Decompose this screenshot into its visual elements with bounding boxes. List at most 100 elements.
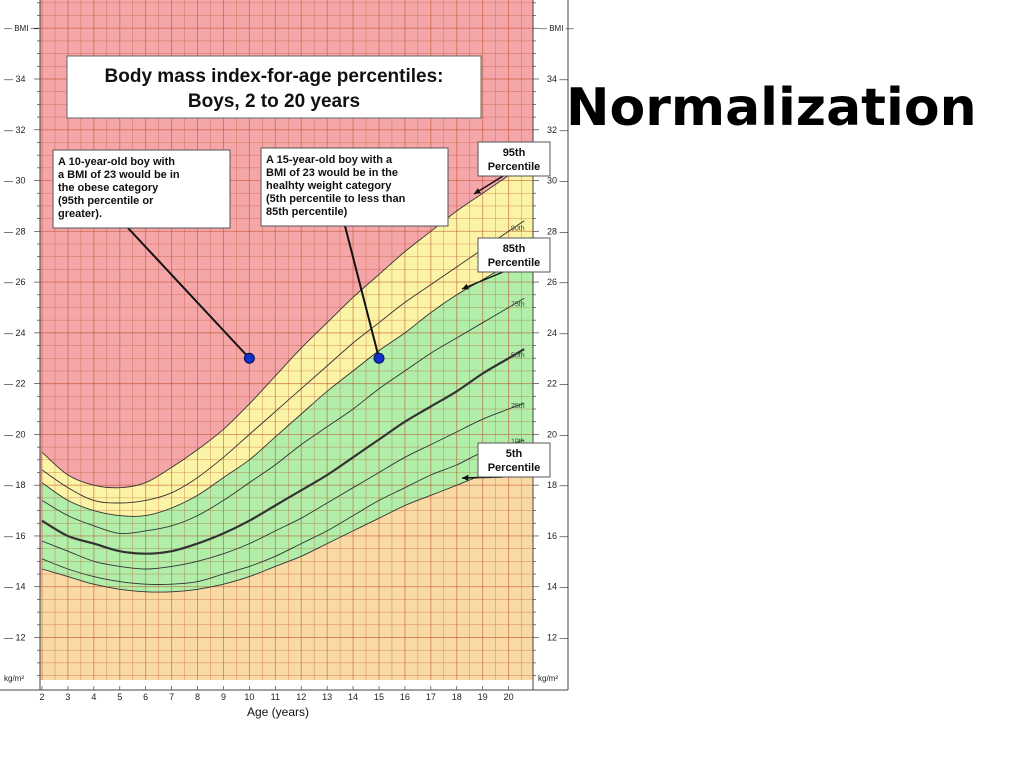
x-tick-label: 17: [426, 692, 436, 702]
x-tick-label: 7: [169, 692, 174, 702]
x-tick-label: 11: [271, 692, 280, 702]
callout-text-85th: Percentile: [488, 257, 541, 269]
y-axis-title-left: — BMI —: [4, 24, 39, 33]
y-tick-label-left: — 28: [4, 226, 26, 236]
y-tick-label-left: — 14: [4, 582, 26, 592]
left-axis-panel: [0, 0, 40, 690]
y-tick-label-left: — 18: [4, 480, 26, 490]
percentile-label-75th: 75th: [511, 301, 525, 308]
annotation-leader-2: [344, 225, 380, 359]
percentile-lines: 10th 25th 50th 75th 90th: [41, 164, 525, 593]
callout-arrowhead-85th: [462, 283, 469, 290]
y-tick-label-right: 24 —: [547, 328, 569, 338]
x-tick-label: 18: [452, 692, 462, 702]
bottom-axis-panel: [40, 680, 533, 690]
x-tick-label: 16: [400, 692, 410, 702]
y-axis-title-right: — BMI —: [539, 24, 574, 33]
y-tick-label-left: — 24: [4, 328, 26, 338]
annotation-text-line: (5th percentile to less than: [266, 193, 406, 205]
axes-layer: — 12 12 — — 14 14 — — 16 16 — — 18 18 — — 20 20 —…: [0, 0, 574, 719]
y-tick-label-left: — 16: [4, 531, 26, 541]
annotation-text-line: (95th percentile or: [58, 195, 154, 207]
y-tick-label-left: — 12: [4, 633, 26, 643]
callout-arrowhead-5th: [462, 474, 469, 481]
annotation-text-line: healhty weight category: [266, 180, 392, 192]
percentile-line-85th: [41, 254, 525, 517]
y-tick-label-right: 16 —: [547, 531, 569, 541]
x-tick-label: 6: [143, 692, 148, 702]
callout-text-5th: 5th: [506, 448, 523, 460]
unit-label-left: kg/m²: [4, 674, 24, 683]
annotation-box-2: [260, 147, 449, 227]
x-tick-label: 14: [348, 692, 358, 702]
percentile-line-10th: [41, 439, 525, 585]
annotation-text-line: A 15-year-old boy with a: [266, 154, 393, 166]
chart-title-line-1: Body mass index-for-age percentiles:: [105, 66, 444, 87]
annotation-text-line: 85th percentile): [266, 206, 348, 218]
y-tick-label-right: 20 —: [547, 429, 569, 439]
annotation-text-line: A 10-year-old boy with: [58, 156, 175, 168]
percentile-line-95th: [41, 164, 525, 489]
right-axis-panel: [533, 0, 569, 690]
annotation-text-line: BMI of 23 would be in the: [266, 167, 398, 179]
percentile-line-50th: [41, 348, 525, 555]
annotation-leader-1: [127, 227, 251, 359]
zone-underweight: [40, 462, 533, 680]
callout-text-95th: Percentile: [488, 161, 541, 173]
x-axis-title: Age (years): [247, 705, 309, 719]
x-tick-label: 3: [65, 692, 70, 702]
x-tick-label: 12: [296, 692, 306, 702]
y-tick-label-right: 22 —: [547, 379, 569, 389]
percentile-label-50th: 50th: [511, 352, 525, 359]
annotation-layer: Body mass index-for-age percentiles: Boys…: [52, 55, 551, 481]
y-tick-label-right: 18 —: [547, 480, 569, 490]
callout-pointer-85th: [461, 271, 504, 290]
callout-box-5th: [477, 442, 551, 478]
percentile-line-75th: [41, 297, 525, 535]
y-tick-label-right: 26 —: [547, 277, 569, 287]
y-tick-label-left: — 30: [4, 176, 26, 186]
y-tick-label-right: 30 —: [547, 176, 569, 186]
percentile-label-90th: 90th: [511, 225, 525, 232]
annotation-text-line: the obese category: [58, 182, 159, 194]
percentile-label-10th: 10th: [511, 439, 525, 446]
x-tick-label: 2: [39, 692, 44, 702]
x-tick-label: 19: [478, 692, 488, 702]
callout-text-85th: 85th: [503, 243, 526, 255]
y-tick-label-left: — 26: [4, 277, 26, 287]
data-point-1: [243, 352, 255, 364]
y-tick-label-right: 12 —: [547, 633, 569, 643]
x-tick-label: 4: [91, 692, 96, 702]
callout-arrowhead-95th: [474, 188, 481, 194]
percentile-line-90th: [41, 220, 525, 504]
x-tick-label: 13: [322, 692, 332, 702]
data-point-2: [373, 352, 385, 364]
y-tick-label-left: — 34: [4, 74, 26, 84]
callout-box-95th: [477, 141, 551, 177]
callout-text-95th: 95th: [503, 147, 526, 159]
annotation-text-line: greater).: [58, 208, 102, 220]
chart-title-line-2: Boys, 2 to 20 years: [188, 91, 360, 112]
callout-box-85th: [477, 237, 551, 273]
y-tick-label-right: 28 —: [547, 226, 569, 236]
callout-text-5th: Percentile: [488, 462, 541, 474]
y-tick-label-right: 14 —: [547, 582, 569, 592]
chart-title-box: [66, 55, 482, 119]
y-tick-label-left: — 32: [4, 125, 26, 135]
y-tick-label-left: — 22: [4, 379, 26, 389]
annotation-box-1: [52, 149, 231, 229]
unit-label-right: kg/m²: [538, 674, 558, 683]
x-tick-label: 15: [374, 692, 384, 702]
percentile-line-5th: [41, 462, 525, 593]
x-tick-label: 20: [504, 692, 514, 702]
percentile-label-25th: 25th: [511, 403, 525, 410]
x-tick-label: 9: [221, 692, 226, 702]
slide-title: Normalization: [566, 78, 977, 138]
y-tick-label-right: 32 —: [547, 125, 569, 135]
percentile-line-25th: [41, 402, 525, 570]
x-tick-label: 8: [195, 692, 200, 702]
x-tick-label: 10: [244, 692, 254, 702]
x-tick-label: 5: [117, 692, 122, 702]
annotation-text-line: a BMI of 23 would be in: [58, 169, 180, 181]
